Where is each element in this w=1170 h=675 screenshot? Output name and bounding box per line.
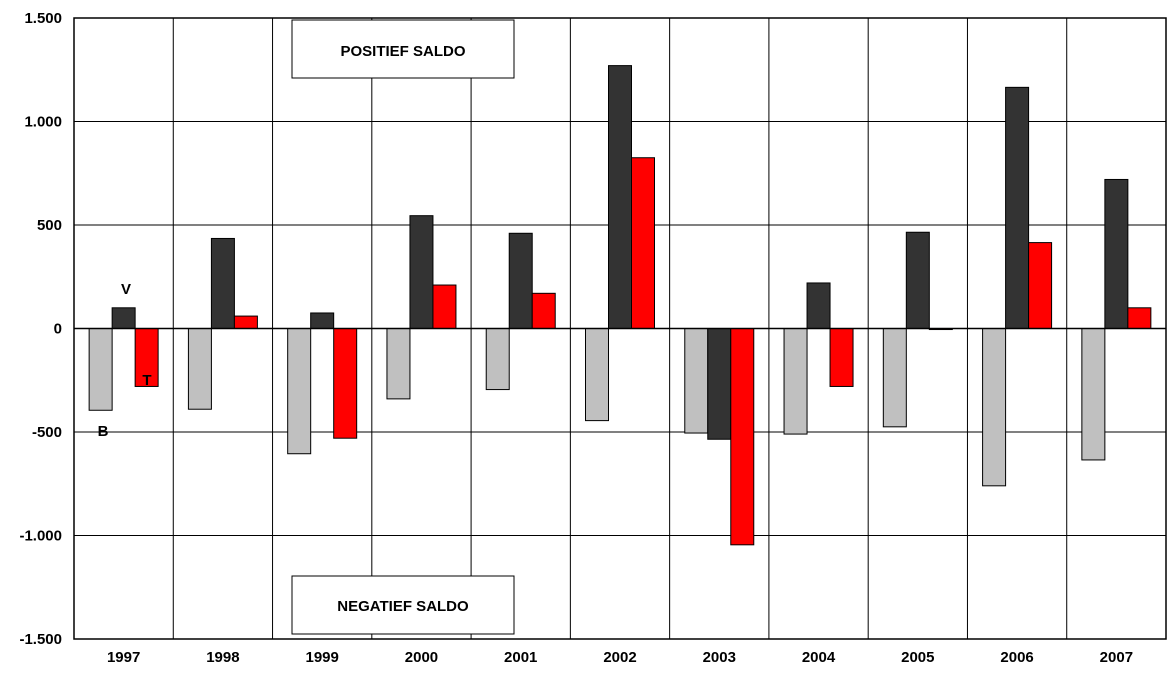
bar-t-1998 — [233, 315, 258, 329]
series-label-v: V — [121, 281, 131, 298]
negative-saldo-label: NEGATIEF SALDO — [337, 598, 469, 615]
x-tick-label: 1997 — [107, 649, 140, 666]
y-tick-label: -500 — [32, 424, 62, 441]
y-tick-labels: 1.500 1.000 500 0 -500 -1.000 -1.500 — [19, 10, 62, 648]
bar-t-2002 — [631, 157, 655, 329]
y-tick-label: 500 — [37, 217, 62, 234]
series-label-t: T — [142, 372, 151, 389]
bar-v-2005 — [905, 231, 930, 329]
bar-t-2007 — [1127, 307, 1152, 329]
bar-v-2001 — [508, 232, 533, 329]
x-tick-label: 2002 — [603, 649, 636, 666]
x-tick-label: 2005 — [901, 649, 934, 666]
bar-layer — [88, 65, 1152, 546]
bar-b-2002 — [585, 328, 609, 422]
bar-b-2006 — [982, 328, 1007, 487]
x-tick-label: 1999 — [305, 649, 338, 666]
x-tick-label: 2004 — [802, 649, 836, 666]
bar-v-1999 — [310, 312, 335, 330]
bar-b-2003 — [684, 328, 709, 434]
x-tick-label: 2001 — [504, 649, 537, 666]
bar-t-2001 — [531, 292, 556, 329]
bar-v-2007 — [1104, 178, 1129, 329]
x-tick-label: 2007 — [1100, 649, 1133, 666]
positive-saldo-label: POSITIEF SALDO — [340, 43, 465, 60]
bar-v-2004 — [806, 282, 831, 329]
bar-v-1997 — [111, 307, 136, 329]
bar-b-2007 — [1081, 328, 1106, 461]
bar-b-2005 — [882, 328, 907, 428]
x-tick-label: 2006 — [1000, 649, 1033, 666]
x-tick-labels: 1997 1998 1999 2000 2001 2002 2003 2004 2005 2006… — [107, 649, 1133, 666]
x-tick-label: 2003 — [703, 649, 736, 666]
bar-b-2000 — [386, 328, 411, 400]
bar-b-1997 — [88, 328, 113, 411]
bar-t-2003 — [730, 328, 755, 546]
y-tick-label: -1.500 — [19, 631, 62, 648]
bar-b-2001 — [485, 328, 510, 391]
y-tick-label: 1.500 — [24, 10, 62, 27]
bar-v-2002 — [608, 65, 632, 330]
plot-area-frame — [73, 17, 1167, 640]
bar-b-2004 — [783, 328, 808, 435]
bar-b-1999 — [287, 328, 312, 455]
bar-t-1999 — [333, 328, 358, 439]
negative-saldo-box: NEGATIEF SALDO — [291, 575, 515, 635]
y-tick-label: -1.000 — [19, 528, 62, 545]
y-tick-label: 1.000 — [24, 114, 62, 131]
bar-v-2000 — [409, 215, 434, 329]
x-tick-label: 1998 — [206, 649, 239, 666]
bar-t-2006 — [1028, 242, 1053, 329]
bar-v-2006 — [1005, 86, 1030, 329]
bar-t-2000 — [432, 284, 457, 329]
bar-t-2004 — [829, 328, 854, 387]
bar-v-2003 — [707, 328, 732, 440]
bar-b-1998 — [187, 328, 212, 410]
y-tick-label: 0 — [54, 321, 62, 338]
series-label-b: B — [98, 423, 109, 440]
x-tick-label: 2000 — [405, 649, 438, 666]
positive-saldo-box: POSITIEF SALDO — [291, 19, 515, 79]
bar-v-1998 — [210, 237, 235, 329]
